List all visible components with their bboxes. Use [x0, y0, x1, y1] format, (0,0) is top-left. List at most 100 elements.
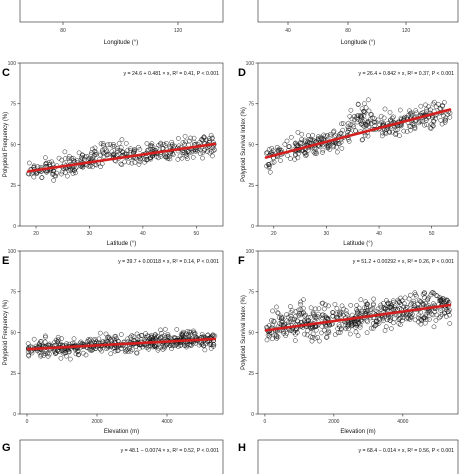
data-point — [314, 316, 319, 321]
data-point — [134, 331, 140, 337]
data-point — [267, 331, 273, 337]
data-point — [137, 159, 143, 165]
data-point — [69, 156, 74, 161]
data-point — [56, 155, 62, 161]
data-point — [410, 121, 416, 127]
data-point — [178, 342, 184, 348]
panel-a-cropped: 80 120 Longitude (°) — [19, 0, 224, 46]
data-point — [286, 144, 292, 149]
data-point — [197, 151, 203, 156]
data-point — [281, 331, 287, 336]
data-point — [274, 144, 280, 150]
y-tick-label: 75 — [10, 290, 16, 296]
data-point — [381, 115, 387, 121]
data-point — [305, 139, 311, 145]
data-point — [401, 128, 407, 134]
data-point — [281, 329, 286, 334]
data-point — [197, 140, 202, 145]
data-point — [338, 130, 344, 136]
data-point — [334, 314, 339, 320]
data-point — [265, 162, 271, 167]
panel-letter: C — [2, 67, 10, 79]
data-point — [131, 149, 137, 155]
x-tick-label: 50 — [194, 231, 200, 237]
data-point — [80, 350, 86, 356]
data-point — [326, 303, 331, 309]
data-point — [287, 156, 293, 161]
data-point — [106, 334, 111, 340]
data-point — [71, 336, 77, 342]
x-tick-label: 0 — [264, 419, 267, 425]
x-tick-label: 2000 — [91, 419, 102, 425]
data-point — [309, 326, 314, 332]
data-point — [136, 162, 142, 167]
data-point — [330, 142, 336, 148]
data-point — [183, 152, 189, 158]
y-tick-label: 0 — [13, 224, 16, 230]
data-point — [332, 133, 338, 139]
data-point — [26, 160, 32, 166]
data-point — [165, 334, 171, 339]
data-point — [144, 156, 150, 162]
data-point — [362, 132, 368, 138]
data-point — [334, 149, 340, 155]
data-point — [187, 329, 192, 335]
data-point — [160, 347, 166, 352]
data-point — [443, 297, 449, 303]
data-point — [408, 127, 413, 133]
data-point — [139, 333, 144, 338]
data-point — [390, 298, 396, 304]
data-point — [25, 341, 31, 346]
data-point — [375, 319, 381, 325]
data-point — [422, 290, 427, 295]
data-point — [419, 318, 425, 323]
data-point — [144, 345, 150, 351]
data-point — [391, 320, 396, 326]
data-point — [288, 319, 294, 324]
data-point — [349, 323, 354, 329]
data-point — [348, 107, 354, 113]
data-point — [370, 325, 376, 331]
y-axis-label: Polyploid Frequency (%) — [3, 300, 9, 365]
data-point — [158, 327, 163, 333]
data-point — [442, 100, 447, 105]
data-point — [422, 320, 428, 326]
data-point — [62, 170, 68, 175]
data-point — [326, 330, 332, 335]
data-point — [70, 158, 76, 163]
y-axis-label: Polyploid Frequency (%) — [3, 112, 9, 177]
data-point — [285, 153, 290, 158]
data-point — [424, 317, 430, 322]
data-point — [76, 150, 82, 156]
data-point — [191, 135, 197, 141]
data-point — [169, 346, 174, 351]
data-point — [293, 141, 299, 147]
data-point — [340, 127, 346, 133]
data-point — [300, 311, 306, 316]
data-point — [313, 149, 319, 155]
data-point — [295, 130, 301, 135]
panel-letter: H — [238, 442, 246, 454]
data-point — [182, 133, 188, 139]
data-point — [355, 333, 361, 339]
data-point — [143, 331, 148, 336]
data-point — [322, 328, 327, 333]
data-point — [409, 314, 414, 320]
data-point — [340, 121, 346, 126]
data-point — [289, 328, 295, 333]
data-point — [86, 337, 91, 343]
data-point — [399, 298, 405, 304]
data-point — [431, 324, 437, 330]
data-point — [184, 153, 190, 159]
data-point — [170, 152, 176, 158]
x-tick-label: 40 — [285, 28, 291, 34]
x-tick-label: 40 — [140, 231, 146, 237]
data-point — [270, 148, 276, 154]
data-point — [420, 301, 425, 306]
data-point — [371, 301, 376, 307]
data-point — [35, 164, 40, 169]
data-point — [380, 130, 385, 136]
data-point — [44, 169, 49, 175]
data-point — [339, 146, 345, 151]
data-point — [102, 146, 108, 151]
